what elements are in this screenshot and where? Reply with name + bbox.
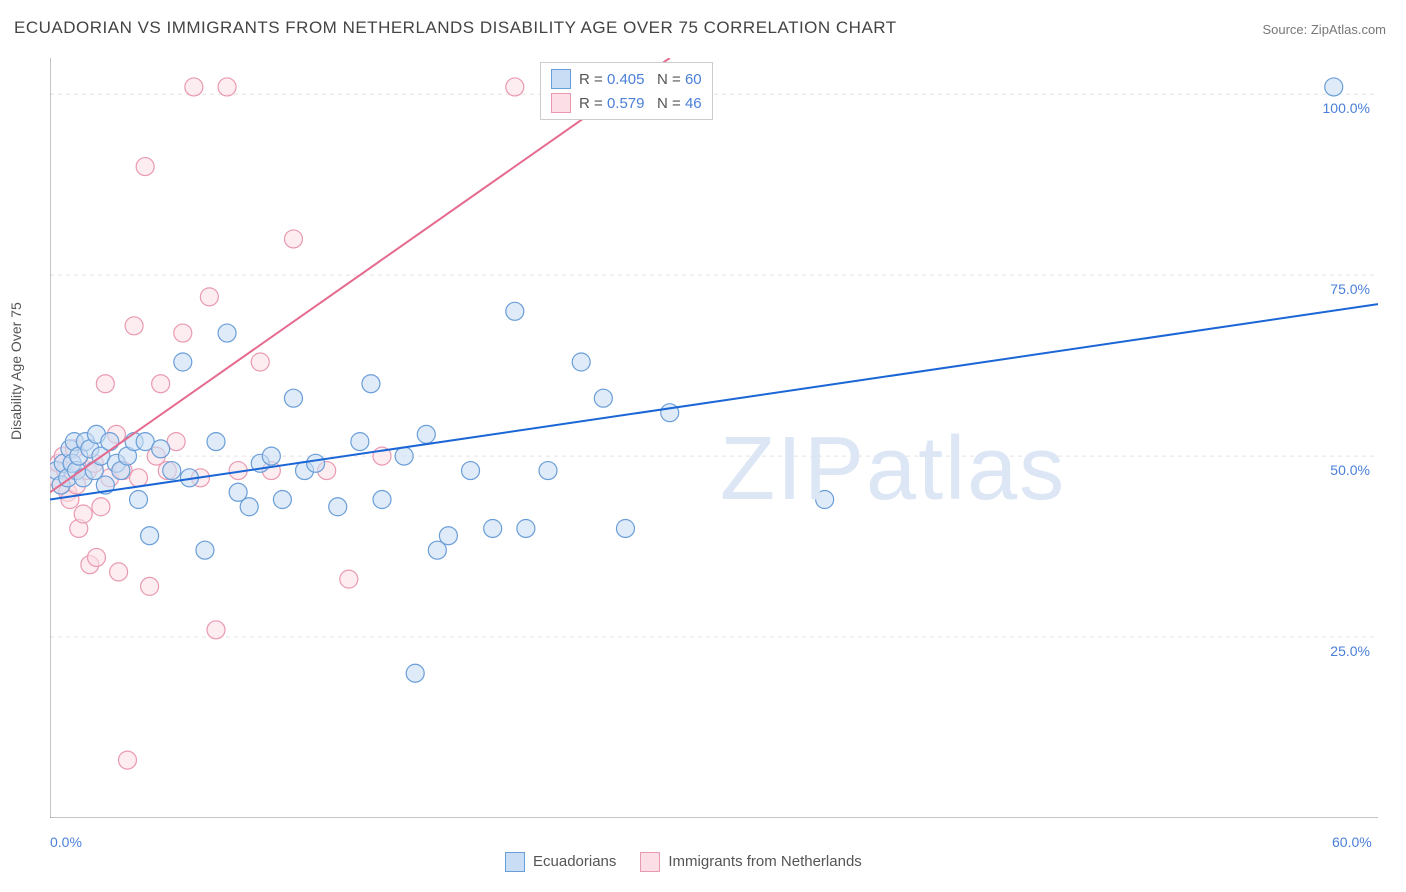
legend-swatch [551,69,571,89]
correlation-legend: R = 0.405 N = 60 R = 0.579 N = 46 [540,62,713,120]
y-tick-label: 25.0% [1310,643,1370,659]
legend-swatch [640,852,660,872]
chart-area: ZIPatlas [50,58,1378,818]
y-tick-label: 75.0% [1310,281,1370,297]
x-tick-label: 0.0% [50,834,82,850]
legend-item-ecuadorians: Ecuadorians [505,852,616,872]
legend-row-ecuadorians: R = 0.405 N = 60 [551,67,702,91]
y-axis-label: Disability Age Over 75 [8,302,24,440]
scatter-chart [50,58,1378,818]
legend-label: Ecuadorians [533,853,616,870]
legend-label: Immigrants from Netherlands [668,853,861,870]
y-tick-label: 50.0% [1310,462,1370,478]
legend-stats: R = 0.579 N = 46 [579,95,702,112]
legend-swatch [551,93,571,113]
y-tick-label: 100.0% [1310,100,1370,116]
legend-row-netherlands: R = 0.579 N = 46 [551,91,702,115]
series-legend: Ecuadorians Immigrants from Netherlands [505,852,862,872]
legend-item-netherlands: Immigrants from Netherlands [640,852,861,872]
source-label: Source: ZipAtlas.com [1262,22,1386,37]
legend-swatch [505,852,525,872]
chart-title: ECUADORIAN VS IMMIGRANTS FROM NETHERLAND… [14,18,897,38]
legend-stats: R = 0.405 N = 60 [579,71,702,88]
x-tick-label: 60.0% [1332,834,1372,850]
